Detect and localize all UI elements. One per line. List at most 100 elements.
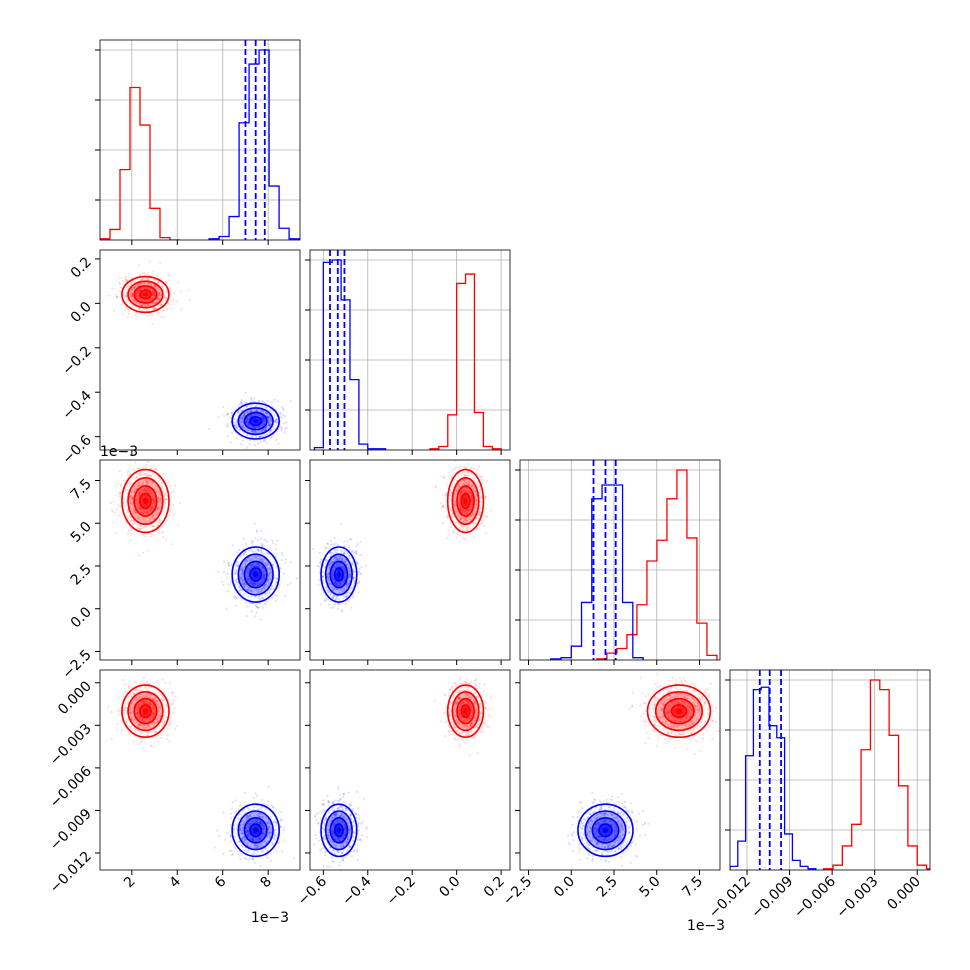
x-tick-label: −0.2 [384,874,419,909]
density-peak [336,571,341,578]
histogram-series-1 [730,686,817,870]
histogram-series-0 [596,469,718,660]
y-tick-label: −0.6 [59,432,94,467]
histogram-panel-0 [95,39,301,245]
panel-frame [729,669,931,871]
x-tick-label: 4 [166,873,184,891]
panel-frame [99,459,301,661]
panel-frame [99,39,301,241]
density-contour [231,803,281,858]
density-peak [336,827,341,834]
panel-frame [309,669,511,871]
x-tick-label: 2 [121,874,139,892]
y-tick-label: 0.0 [68,604,95,631]
x-tick-label: 0.000 [884,874,924,914]
histogram-series-1 [313,259,387,450]
density-contour [446,684,485,739]
density-layer [107,260,292,449]
panel-background [100,250,300,450]
density-layer [109,461,298,621]
histogram-curves [730,670,930,870]
panel-background [520,460,720,660]
x-tick-label: 6 [212,873,230,891]
density-contour [231,402,281,440]
density-contour [121,468,170,534]
density-contour [320,803,358,858]
panel-background [310,250,510,450]
panel-background [100,40,300,240]
x-tick-label: 5.0 [637,874,664,901]
density-contour [231,546,281,603]
panel-background [520,670,720,870]
y-tick-label: 0.2 [68,254,95,281]
panel-frame [99,669,301,871]
histogram-panel-2 [515,459,721,665]
density-peak [253,419,259,424]
scatter-panel-2-0: −2.5 0.0 2.5 5.0 7.5 [59,459,301,682]
panel-frame [309,249,511,451]
panel-frame [99,249,301,451]
y-offset-label-param-2: 1e−3 [100,444,138,460]
x-tick-label: 8 [257,874,275,892]
density-peak [142,497,149,505]
histogram-series-0 [100,86,180,240]
x-tick-label: −0.006 [791,873,839,921]
histogram-curves [550,460,718,660]
x-offset-label-param-2: 1e−3 [687,918,725,934]
histogram-series-1 [550,484,644,660]
x-tick-label: −0.4 [339,873,374,908]
density-peak [253,827,259,834]
panel-frame [519,459,721,661]
sample-points [213,785,296,868]
density-contour [121,684,170,739]
histogram-curves [313,250,502,450]
histogram-series-1 [208,49,300,240]
density-peak [675,708,683,714]
scatter-panel-2-1 [305,459,511,665]
y-tick-label: −0.009 [47,806,95,854]
y-tick-label: 0.0 [68,299,95,326]
y-tick-label: −0.4 [59,388,94,423]
panel-background [100,460,300,660]
y-tick-label: 5.0 [68,519,95,546]
x-tick-label: −0.012 [706,874,754,922]
density-peak [142,292,149,297]
density-contour [646,684,712,739]
x-tick-label: −0.009 [748,874,796,922]
x-tick-label: 2.5 [594,874,621,901]
panel-frame [309,459,511,661]
density-layer [107,670,296,868]
density-layer [567,672,720,870]
y-tick-label: −0.006 [47,763,95,811]
y-tick-label: −0.2 [59,343,94,378]
x-tick-label: 0.0 [436,874,463,901]
scatter-panel-3-2: −2.5 0.0 2.5 5.0 7.5 [500,669,721,909]
density-peak [463,708,468,714]
density-contour [577,803,634,858]
histogram-series-0 [429,273,502,450]
x-tick-label: 0.0 [551,874,578,901]
density-peak [253,571,259,578]
density-contour [121,275,170,314]
histogram-panel-1 [305,249,511,455]
panel-background [730,670,930,870]
density-layer [312,670,493,868]
density-layer [312,460,492,613]
y-tick-label: 2.5 [68,561,95,588]
density-peak [602,827,609,834]
panel-background [100,670,300,870]
y-tick-label: 0.000 [55,678,95,718]
x-tick-label: −0.6 [295,873,330,908]
x-offset-label-param-0: 1e−3 [251,910,289,926]
panel-background [310,460,510,660]
density-contour [446,468,485,534]
histogram-curves [100,40,300,240]
x-tick-label: 7.5 [679,874,706,901]
scatter-panel-1-0: −0.6 −0.4 −0.2 0.0 0.2 [59,249,301,468]
x-tick-label: −2.5 [500,874,535,909]
density-contour [320,546,358,603]
y-tick-label: −0.003 [47,721,95,769]
x-tick-label: −0.003 [834,874,882,922]
